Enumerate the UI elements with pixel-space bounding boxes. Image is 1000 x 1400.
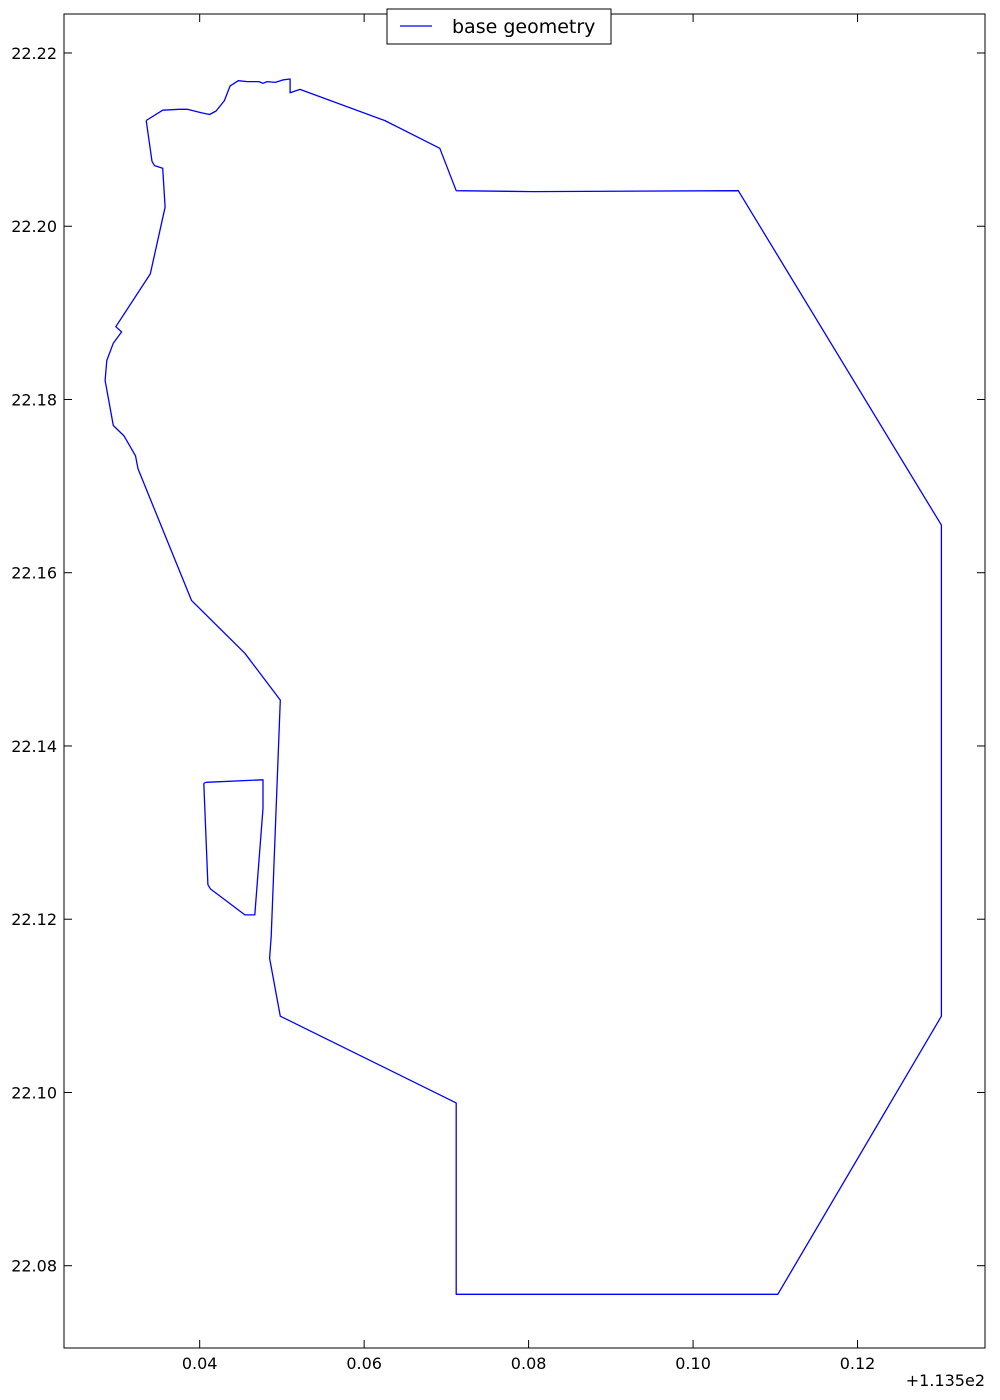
series-line-base-geometry-part-2 xyxy=(203,779,264,916)
plot-area xyxy=(64,14,985,1348)
y-tick-label: 22.10 xyxy=(11,1083,57,1102)
x-offset-label: +1.135e2 xyxy=(906,1371,985,1390)
x-tick-label: 0.08 xyxy=(511,1354,547,1373)
y-tick-label: 22.14 xyxy=(11,737,57,756)
legend-label-base-geometry: base geometry xyxy=(452,16,595,38)
y-tick-label: 22.08 xyxy=(11,1257,57,1276)
y-tick-label: 22.12 xyxy=(11,910,57,929)
legend: base geometry xyxy=(386,8,612,45)
x-tick-label: 0.06 xyxy=(346,1354,382,1373)
y-tick-label: 22.16 xyxy=(11,564,57,583)
y-tick-label: 22.22 xyxy=(11,44,57,63)
series-line-base-geometry xyxy=(104,78,943,1295)
y-tick-label: 22.18 xyxy=(11,390,57,409)
x-tick-label: 0.12 xyxy=(840,1354,876,1373)
series-layer xyxy=(104,78,943,1295)
x-tick-label: 0.04 xyxy=(182,1354,218,1373)
y-tick-label: 22.20 xyxy=(11,217,57,236)
tick-layer: 0.04 0.06 0.08 0.10 0.12 22.08 22.10 22.12 22.14… xyxy=(11,14,985,1373)
x-tick-label: 0.10 xyxy=(675,1354,711,1373)
